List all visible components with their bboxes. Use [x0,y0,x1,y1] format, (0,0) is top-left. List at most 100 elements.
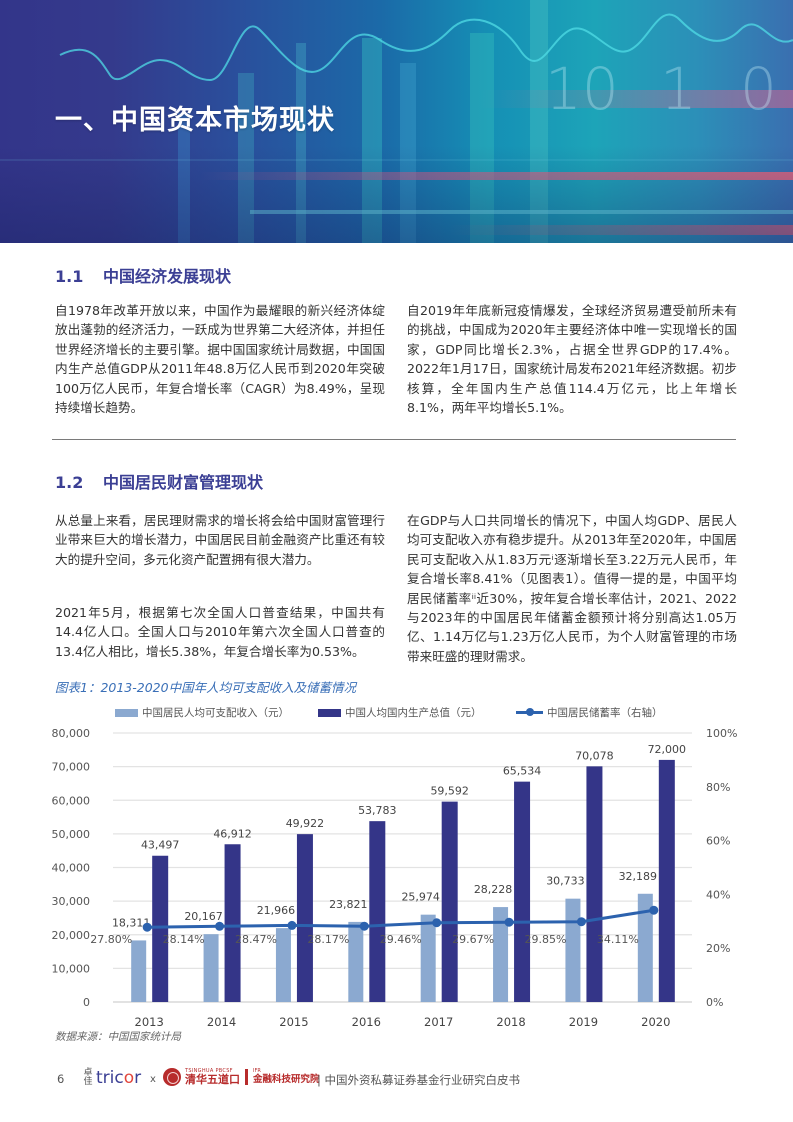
savings-rate-point [576,917,586,927]
banner-shade [0,0,793,243]
savings-rate-label: 28.17% [307,933,349,946]
ifr-cn: 金融科技研究院 [253,1074,320,1085]
banner-decor [450,225,793,235]
savings-rate-point [359,921,369,931]
section-1-2-right-paragraph: 在GDP与人口共同增长的情况下，中国人均GDP、居民人均可支配收入亦有稳步提升。… [407,513,737,664]
gdp-value-label: 72,000 [648,743,687,756]
x-axis-tick: 2018 [496,1015,525,1029]
income-value-label: 32,189 [619,870,658,883]
banner-decor [200,172,793,180]
bar-disposable-income [131,940,147,1002]
savings-rate-point [287,920,297,930]
banner-decor [480,90,793,108]
banner-wave-decor [0,13,793,161]
bar-gdp-per-capita [514,781,531,1002]
section-title: 中国经济发展现状 [103,267,232,286]
section-1-1-left-paragraph: 自1978年改革开放以来，中国作为最耀眼的新兴经济体绽放出蓬勃的经济活力，一跃成… [55,303,385,416]
right-axis-tick: 40% [706,888,730,901]
tsinghua-en: TSINGHUA PBCSF [185,1068,233,1074]
x-axis-tick: 2013 [135,1015,164,1029]
gdp-value-label: 70,078 [575,749,614,762]
bar-gdp-per-capita [224,844,241,1002]
savings-rate-point [142,922,152,932]
section-1-1-right-paragraph: 自2019年年底新冠疫情爆发，全球经济贸易遭受前所未有的挑战，中国成为2020年… [407,303,737,416]
gdp-value-label: 65,534 [503,765,542,778]
bar-disposable-income [565,898,581,1002]
logo-divider [245,1069,248,1085]
left-axis-tick: 0 [83,996,90,1009]
banner-decor [296,43,306,243]
chart-legend: 中国居民人均可支配收入（元） 中国人均国内生产总值（元） 中国居民储蓄率（右轴） [0,705,793,721]
tsinghua-cn: 清华五道口 [185,1073,240,1086]
savings-rate-label: 29.67% [452,933,494,946]
tsinghua-logo: TSINGHUA PBCSF 清华五道口 IFR 金融科技研究院 [163,1068,320,1086]
gdp-value-label: 43,497 [141,839,180,852]
gdp-value-label: 49,922 [286,817,325,830]
left-axis-tick: 10,000 [52,962,91,975]
savings-rate-label: 27.80% [90,933,132,946]
savings-rate-point [215,921,225,931]
gdp-value-label: 53,783 [358,804,397,817]
left-axis-tick: 80,000 [52,727,91,740]
tricor-mark: 卓佳 [83,1068,93,1087]
right-axis-tick: 100% [706,727,737,740]
bar-gdp-per-capita [441,801,458,1002]
partner-separator: x [150,1074,156,1085]
banner-decor: 10 [545,55,619,123]
right-axis-tick: 80% [706,781,730,794]
banner-decor [400,63,416,243]
section-number: 1.2 [55,473,84,492]
section-divider [52,439,736,440]
left-axis-tick: 60,000 [52,794,91,807]
bar-disposable-income [203,934,219,1002]
savings-rate-label: 29.85% [524,933,566,946]
x-axis-tick: 2016 [352,1015,381,1029]
banner-decor: 0 [740,55,777,123]
chapter-title: 一、中国资本市场现状 [55,105,335,136]
bar-gdp-per-capita [296,834,313,1002]
legend-item-disposable-income: 中国居民人均可支配收入（元） [115,705,289,720]
x-axis-tick: 2014 [207,1015,236,1029]
legend-item-gdp-per-capita: 中国人均国内生产总值（元） [318,705,482,720]
left-axis-tick: 50,000 [52,828,91,841]
bar-disposable-income [637,893,653,1002]
section-title: 中国居民财富管理现状 [103,473,264,492]
income-savings-chart: 80,000 70,000 60,000 50,000 40,000 30,000 20,0… [0,720,793,1040]
income-value-label: 30,733 [546,875,585,888]
bar-disposable-income [275,928,291,1002]
left-axis-tick: 40,000 [52,862,91,875]
bar-gdp-per-capita [586,766,603,1002]
x-axis-tick: 2017 [424,1015,453,1029]
x-axis-tick: 2015 [279,1015,308,1029]
section-number: 1.1 [55,267,84,286]
left-axis-tick: 20,000 [52,929,91,942]
savings-rate-label: 28.14% [163,933,205,946]
ifr-en: IFR [253,1068,261,1074]
section-1-2-left-paragraph-1: 从总量上来看，居民理财需求的增长将会给中国财富管理行业带来巨大的增长潜力，中国居… [55,513,385,567]
savings-rate-label: 28.47% [235,933,277,946]
banner-decor [250,210,793,214]
legend-swatch-icon [318,708,341,717]
banner-decor: 1 [660,55,697,123]
banner-decor [470,33,494,243]
bar-disposable-income [493,907,509,1002]
section-heading-1-1: 1.1 中国经济发展现状 [55,263,231,287]
income-value-label: 23,821 [329,898,368,911]
left-axis-tick: 70,000 [52,761,91,774]
savings-rate-point [504,917,514,927]
x-axis-tick: 2020 [641,1015,670,1029]
income-value-label: 25,974 [401,891,440,904]
section-1-2-left-paragraph-2: 2021年5月，根据第七次全国人口普查结果，中国共有14.4亿人口。全国人口与2… [55,605,385,659]
bar-gdp-per-capita [369,821,386,1002]
page-number: 6 [57,1072,65,1086]
bar-disposable-income [420,914,436,1002]
income-value-label: 21,966 [257,904,296,917]
banner-decor [362,38,382,243]
legend-item-savings-rate: 中国居民储蓄率（右轴） [516,705,663,720]
income-value-label: 20,167 [184,910,223,923]
tricor-wordmark: tricor [96,1068,142,1088]
savings-rate-point [432,918,442,928]
right-axis-tick: 60% [706,835,730,848]
left-axis-tick: 30,000 [52,895,91,908]
right-axis-tick: 20% [706,942,730,955]
